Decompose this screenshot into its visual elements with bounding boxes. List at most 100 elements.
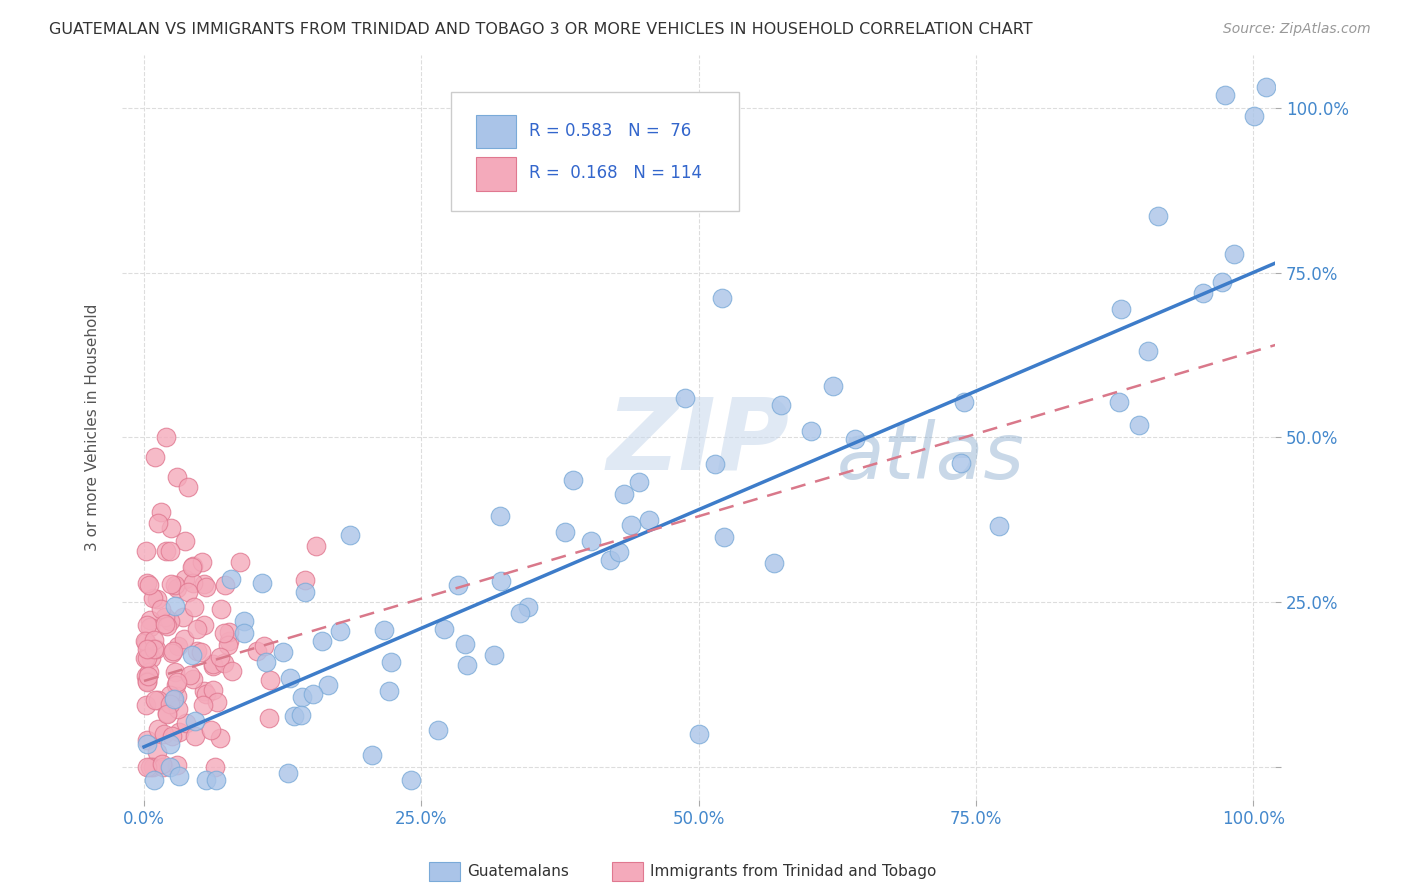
Text: Immigrants from Trinidad and Tobago: Immigrants from Trinidad and Tobago <box>650 864 936 879</box>
Point <box>146 745 169 759</box>
Point <box>163 599 186 613</box>
Text: R = 0.583   N =  76: R = 0.583 N = 76 <box>529 122 692 140</box>
Point <box>165 665 187 680</box>
Point <box>447 578 470 592</box>
Point <box>217 638 239 652</box>
Point <box>1223 247 1246 261</box>
Point <box>163 578 186 592</box>
Point <box>166 469 188 483</box>
Point <box>232 614 254 628</box>
Point <box>253 639 276 653</box>
Point <box>136 759 159 773</box>
Point <box>191 555 214 569</box>
Point <box>159 697 181 711</box>
Point <box>1146 210 1168 224</box>
Point <box>181 575 204 590</box>
Point <box>142 641 165 656</box>
Point <box>205 695 228 709</box>
Point <box>136 674 159 689</box>
Point <box>194 687 217 701</box>
Point <box>202 658 225 673</box>
Point <box>139 620 162 634</box>
Point <box>138 578 160 592</box>
Point <box>138 665 160 679</box>
Point <box>149 602 172 616</box>
Point <box>283 708 305 723</box>
Point <box>153 610 176 624</box>
Point <box>221 664 243 678</box>
Point <box>156 706 179 721</box>
Point <box>673 391 696 405</box>
Point <box>173 632 195 647</box>
Point <box>136 738 159 752</box>
Point <box>201 657 224 672</box>
Point <box>134 651 156 665</box>
Point <box>143 633 166 648</box>
Point <box>155 544 177 558</box>
Point <box>509 606 531 620</box>
Point <box>193 698 215 712</box>
Point <box>138 641 160 656</box>
Point <box>562 473 585 487</box>
Point <box>688 726 710 740</box>
Point <box>259 710 281 724</box>
Point <box>339 528 361 542</box>
Point <box>166 581 188 595</box>
Point <box>169 724 191 739</box>
Point <box>162 692 184 706</box>
Text: atlas: atlas <box>837 419 1025 495</box>
Point <box>159 615 181 629</box>
Point <box>139 650 162 665</box>
Point <box>193 684 215 698</box>
Point <box>763 556 786 570</box>
Point <box>159 520 181 534</box>
Point <box>156 619 179 633</box>
Point <box>360 747 382 762</box>
Point <box>619 517 641 532</box>
Point <box>800 424 823 438</box>
Point <box>159 737 181 751</box>
Point <box>152 727 174 741</box>
Point <box>1128 418 1150 433</box>
Point <box>211 602 233 616</box>
Point <box>399 772 422 787</box>
Point <box>1215 87 1237 102</box>
Point <box>166 702 188 716</box>
Point <box>136 651 159 665</box>
Point <box>160 729 183 743</box>
Point <box>143 692 166 706</box>
Point <box>142 759 165 773</box>
Text: R =  0.168   N = 114: R = 0.168 N = 114 <box>529 164 702 183</box>
Point <box>135 733 157 747</box>
Point <box>208 650 231 665</box>
Point <box>454 637 477 651</box>
Point <box>607 545 630 559</box>
Point <box>160 646 183 660</box>
Point <box>229 555 252 569</box>
Point <box>165 678 187 692</box>
Point <box>328 624 350 638</box>
Point <box>177 585 200 599</box>
Point <box>166 689 188 703</box>
Point <box>162 644 184 658</box>
Point <box>200 723 222 738</box>
Bar <box>477 115 516 148</box>
Point <box>135 544 157 558</box>
Point <box>488 508 510 523</box>
Point <box>1109 301 1132 316</box>
Point <box>844 432 866 446</box>
Point <box>212 657 235 671</box>
FancyBboxPatch shape <box>450 93 740 211</box>
Point <box>181 560 204 574</box>
Point <box>166 758 188 772</box>
Point <box>152 759 174 773</box>
Point <box>186 623 208 637</box>
Point <box>142 591 165 605</box>
Point <box>233 626 256 640</box>
Point <box>135 669 157 683</box>
Point <box>456 658 478 673</box>
Point <box>150 505 173 519</box>
Point <box>613 487 636 501</box>
Point <box>987 519 1010 533</box>
Point <box>599 552 621 566</box>
